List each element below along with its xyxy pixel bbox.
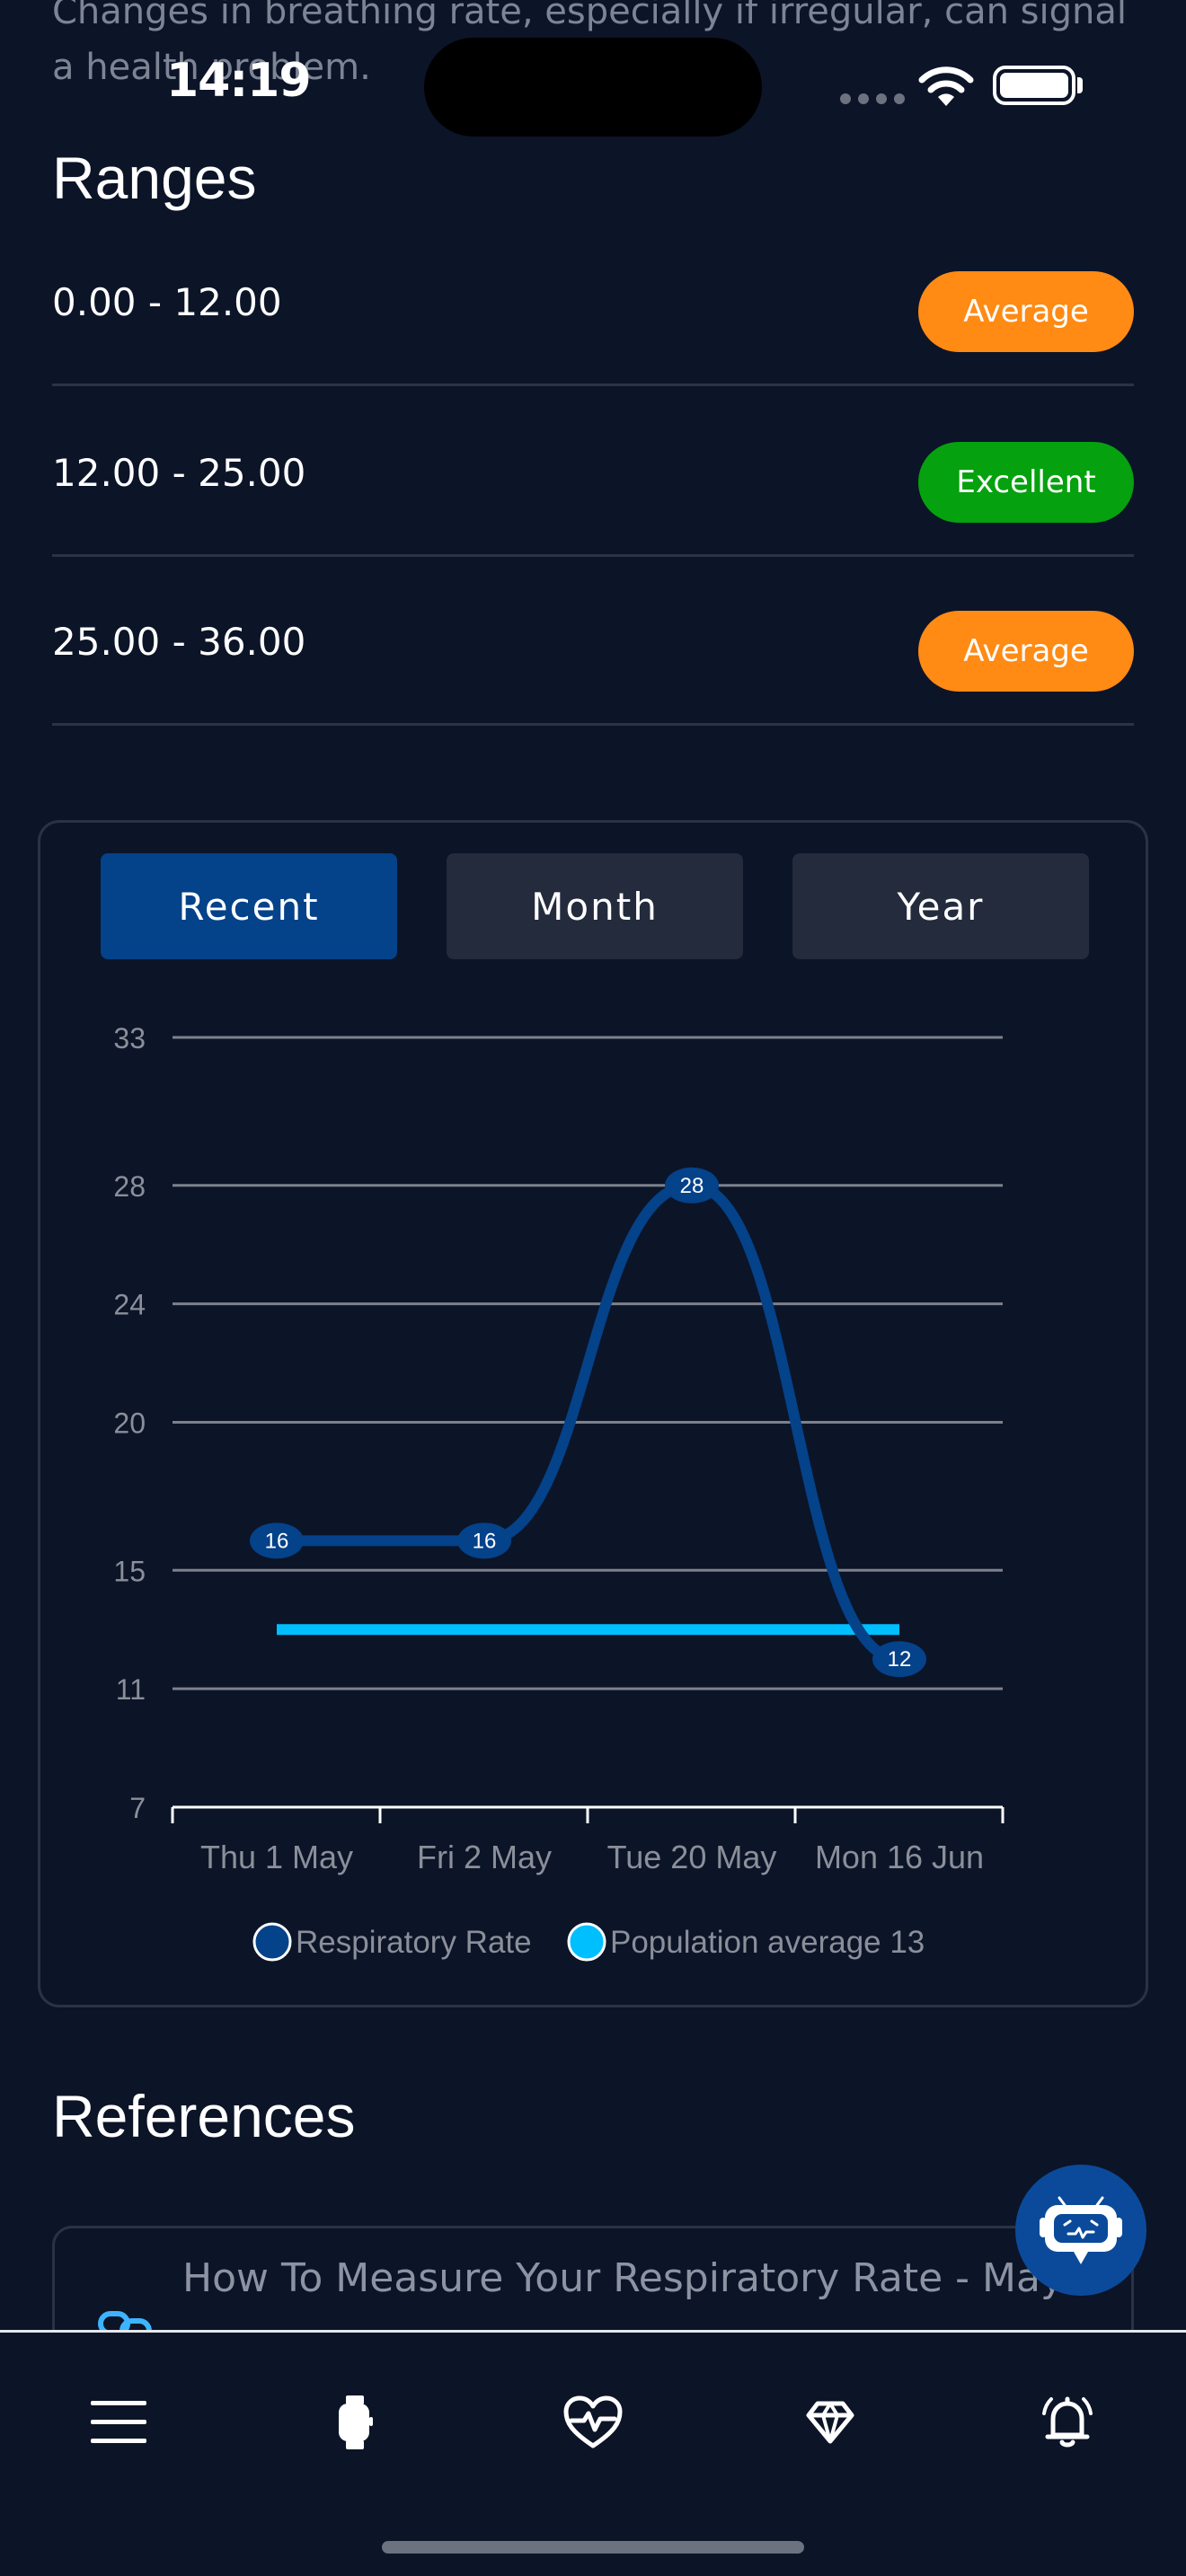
tab-premium[interactable] — [794, 2386, 866, 2458]
y-tick-label: 15 — [113, 1555, 146, 1587]
dynamic-island — [424, 38, 762, 137]
range-row: 25.00 - 36.00 Average — [52, 555, 1134, 726]
legend-marker — [567, 1922, 606, 1962]
segment-year-button[interactable]: Year — [792, 853, 1089, 959]
data-label: 28 — [680, 1174, 704, 1198]
diamond-icon — [806, 2401, 854, 2444]
y-tick-label: 24 — [113, 1289, 146, 1321]
data-point — [872, 1641, 926, 1678]
legend-label: Population average 13 — [610, 1925, 925, 1960]
chatbot-button[interactable] — [1015, 2165, 1146, 2296]
y-tick-label: 28 — [113, 1170, 146, 1203]
range-row: 0.00 - 12.00 Average — [52, 216, 1134, 386]
chart-card: Recent Month Year — [38, 820, 1148, 2007]
range-badge: Average — [918, 611, 1134, 692]
respiratory-rate-line — [271, 1179, 905, 1665]
data-point — [665, 1167, 719, 1204]
range-label: 25.00 - 36.00 — [52, 620, 306, 664]
y-tick-label: 11 — [116, 1673, 146, 1706]
watch-icon — [339, 2395, 373, 2449]
menu-icon — [91, 2401, 146, 2443]
range-label: 12.00 - 25.00 — [52, 451, 306, 495]
wifi-icon — [918, 66, 974, 106]
range-label: 0.00 - 12.00 — [52, 280, 282, 324]
range-badge: Excellent — [918, 442, 1134, 523]
y-tick-label: 33 — [113, 1022, 146, 1054]
data-point — [457, 1522, 511, 1559]
range-badge: Average — [918, 271, 1134, 352]
reference-link-text[interactable]: How To Measure Your Respiratory Rate - M… — [182, 2255, 1088, 2301]
bell-icon — [1042, 2396, 1093, 2448]
status-time: 14:19 — [166, 54, 312, 108]
y-tick-label: 20 — [113, 1407, 146, 1440]
ranges-title: Ranges — [52, 145, 257, 211]
home-indicator — [382, 2541, 804, 2554]
data-point — [250, 1522, 304, 1559]
battery-cap — [1077, 77, 1083, 93]
cellular-signal-icon — [840, 93, 905, 104]
x-tick-label: Tue 20 May — [607, 1839, 777, 1875]
data-label: 12 — [888, 1647, 912, 1672]
legend-marker — [252, 1922, 292, 1962]
segment-recent-button[interactable]: Recent — [101, 853, 397, 959]
battery-icon — [993, 66, 1075, 105]
tab-devices[interactable] — [319, 2386, 391, 2458]
legend-label: Respiratory Rate — [296, 1925, 532, 1960]
data-label: 16 — [265, 1529, 289, 1553]
tab-alerts[interactable] — [1031, 2386, 1103, 2458]
respiratory-rate-chart: 7 11 15 20 24 28 33 Thu 1 May Fri 2 May Tue 20 Ma… — [113, 1022, 1005, 1962]
bottom-tab-bar — [0, 2330, 1186, 2576]
tab-menu[interactable] — [83, 2386, 155, 2458]
intro-description: Changes in breathing rate, especially if… — [52, 0, 1127, 88]
data-label: 16 — [473, 1529, 497, 1553]
segment-month-button[interactable]: Month — [447, 853, 743, 959]
tab-health[interactable] — [557, 2386, 629, 2458]
x-tick-label: Fri 2 May — [417, 1839, 552, 1875]
x-tick-label: Mon 16 Jun — [815, 1839, 984, 1875]
range-row: 12.00 - 25.00 Excellent — [52, 386, 1134, 557]
chatbot-icon — [1040, 2196, 1122, 2264]
heart-pulse-icon — [563, 2395, 623, 2448]
y-tick-label: 7 — [129, 1792, 146, 1824]
x-tick-label: Thu 1 May — [200, 1839, 353, 1875]
references-title: References — [52, 2083, 356, 2149]
